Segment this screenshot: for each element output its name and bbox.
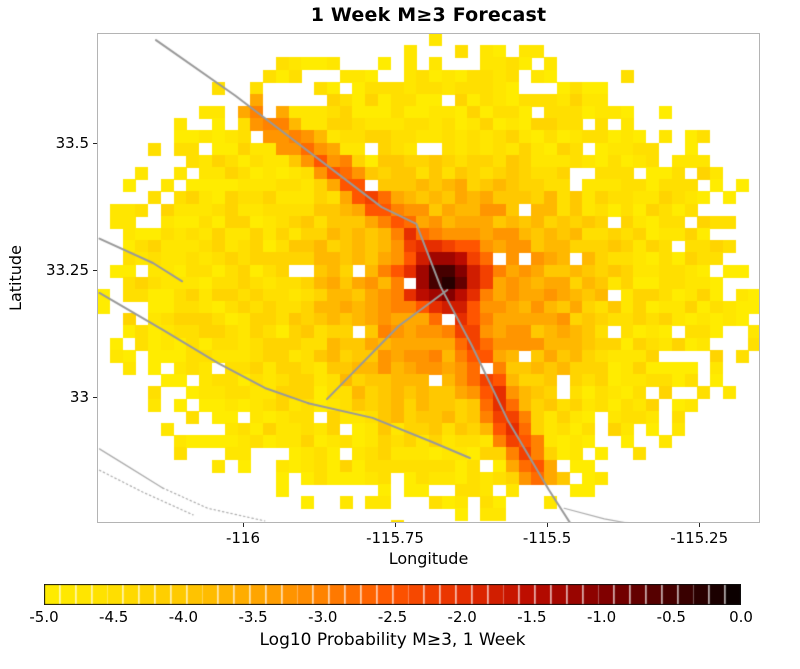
colorbar-tick-label: -4.0	[168, 608, 199, 626]
y-tick-mark	[93, 397, 97, 399]
chart-title: 1 Week M≥3 Forecast	[310, 4, 547, 26]
y-axis-label: Latitude	[6, 245, 25, 311]
heatmap-plot	[97, 33, 760, 523]
x-tick-label: -115.5	[522, 529, 572, 547]
x-tick-mark	[395, 523, 397, 527]
colorbar-tick-label: -0.5	[656, 608, 686, 626]
colorbar-label: Log10 Probability M≥3, 1 Week	[259, 630, 526, 650]
colorbar-tick-label: -1.0	[586, 608, 617, 626]
colorbar	[44, 584, 741, 605]
y-tick-mark	[93, 270, 97, 272]
x-tick-mark	[547, 523, 549, 527]
y-tick-label: 33	[69, 388, 89, 407]
x-axis-label: Longitude	[388, 549, 469, 568]
x-tick-mark	[242, 523, 244, 527]
x-tick-label: -115.25	[670, 529, 729, 547]
colorbar-tick-label: -3.0	[308, 608, 338, 626]
colorbar-tick-label: 0.0	[729, 608, 753, 626]
x-tick-label: -115.75	[366, 529, 424, 547]
y-tick-label: 33.25	[46, 261, 89, 280]
x-tick-mark	[699, 523, 701, 527]
colorbar-tick-label: -1.5	[517, 608, 547, 626]
y-tick-mark	[93, 143, 97, 145]
colorbar-tick-label: -5.0	[29, 608, 59, 626]
y-tick-label: 33.5	[55, 134, 89, 153]
colorbar-tick-label: -2.5	[377, 608, 408, 626]
colorbar-tick-label: -2.0	[447, 608, 477, 626]
x-tick-label: -116	[225, 529, 260, 547]
colorbar-tick-label: -4.5	[99, 608, 129, 626]
colorbar-tick-label: -3.5	[238, 608, 268, 626]
